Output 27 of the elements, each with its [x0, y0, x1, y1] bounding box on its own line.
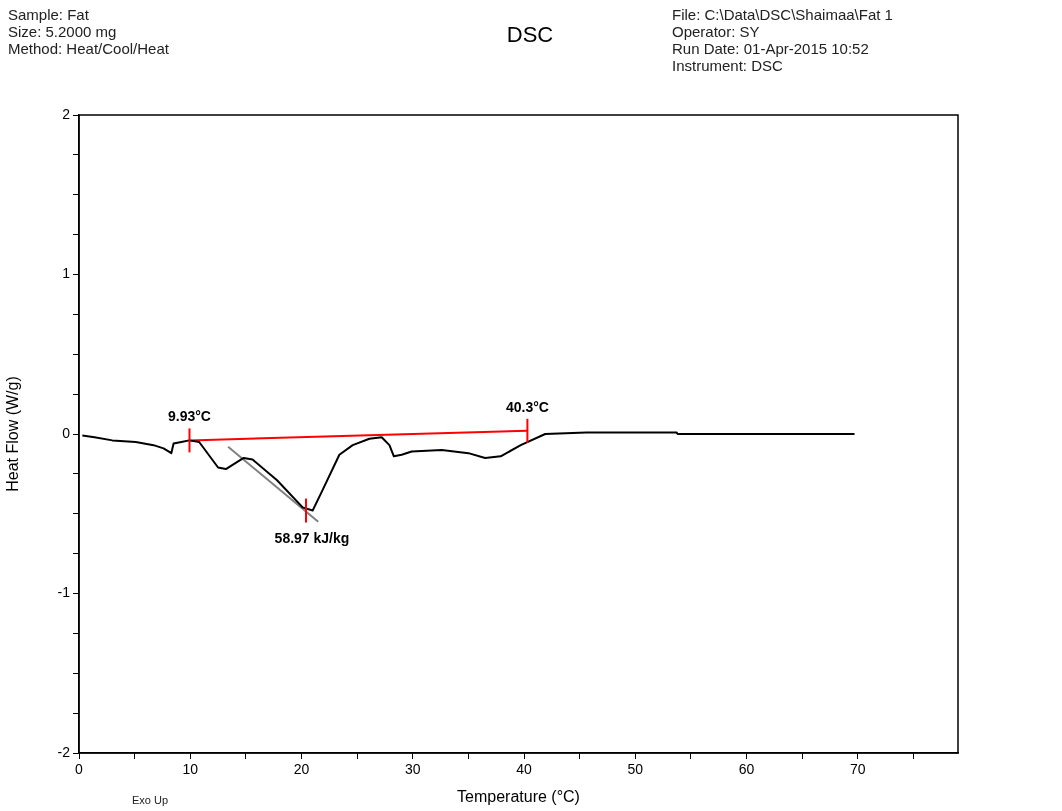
y-axis-title: Heat Flow (W/g): [4, 376, 22, 492]
text: Sample: Fat: [8, 6, 90, 23]
text: Operator: SY: [672, 23, 761, 40]
y-tick-label: 0: [62, 424, 71, 441]
text: Exo Up: [132, 793, 169, 808]
x-tick-label: 60: [738, 761, 755, 778]
text: Run Date: 01-Apr-2015 10:52: [672, 40, 870, 57]
text: Size: 5.2000 mg: [8, 23, 118, 40]
x-tick-label: 30: [405, 761, 421, 778]
chart-title: DSC: [505, 22, 555, 48]
y-tick-label: -2: [57, 743, 71, 760]
x-tick-label: 50: [627, 761, 644, 778]
x-tick-label: 0: [75, 761, 84, 778]
text: File: C:\Data\DSC\Shaimaa\Fat 1: [672, 6, 893, 23]
annotation: 9.93°C: [168, 408, 211, 425]
y-tick-label: 2: [62, 105, 71, 122]
text: Instrument: DSC: [672, 57, 784, 74]
x-axis-title: Temperature (°C): [457, 787, 580, 805]
text: Method: Heat/Cool/Heat: [8, 40, 169, 57]
y-tick-label: 1: [62, 265, 71, 282]
y-tick-label: -1: [57, 584, 71, 601]
annotation: 58.97 kJ/kg: [274, 530, 350, 547]
x-tick-label: 70: [850, 761, 866, 778]
x-tick-label: 10: [182, 761, 199, 778]
annotation: 40.3°C: [505, 398, 549, 415]
x-tick-label: 20: [293, 761, 310, 778]
x-tick-label: 40: [516, 761, 533, 778]
